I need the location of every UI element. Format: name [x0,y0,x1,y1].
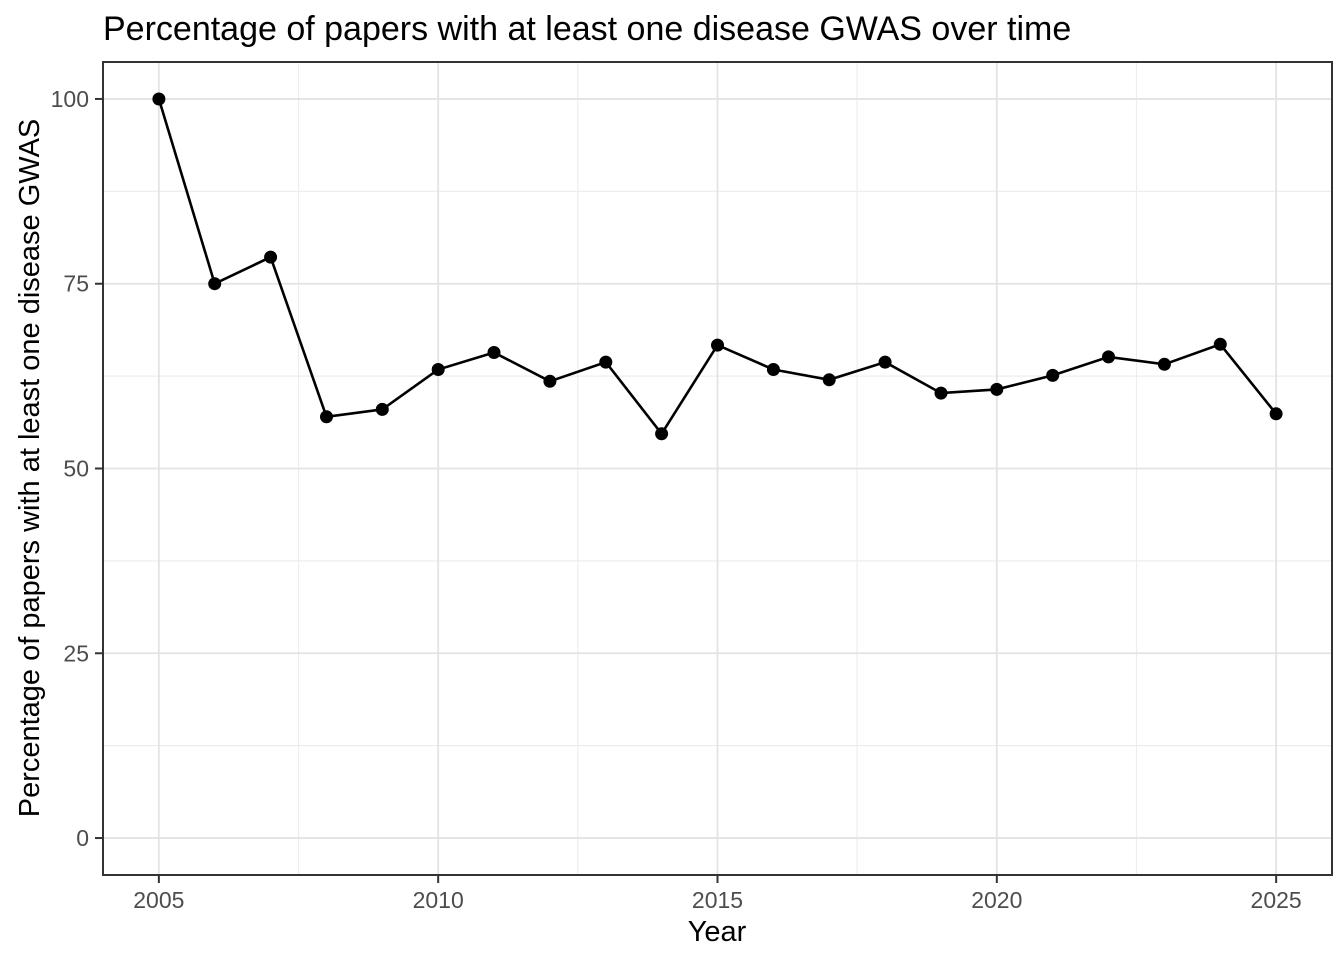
data-point-2008 [320,410,333,424]
data-point-2011 [487,346,501,359]
data-point-2010 [431,363,445,376]
data-point-2020 [990,382,1004,396]
y-tick-label: 75 [63,271,89,297]
data-point-2021 [1046,368,1060,382]
data-point-2016 [766,363,780,376]
data-point-2025 [1269,407,1283,421]
data-point-2006 [208,277,222,291]
x-tick-label: 2005 [133,887,184,913]
data-point-2017 [822,373,836,387]
data-point-2014 [655,427,669,441]
axis-ticks [95,97,1278,883]
data-point-2024 [1213,337,1227,351]
data-point-2023 [1157,357,1171,371]
y-axis-title: Percentage of papers with at least one d… [14,119,46,818]
gridlines-major [103,62,1332,875]
x-tick-label: 2020 [971,887,1022,913]
data-point-2009 [375,402,389,416]
data-point-2019 [934,386,948,400]
data-point-2022 [1102,350,1115,364]
y-tick-label: 50 [63,456,89,482]
data-point-2005 [152,92,166,106]
x-tick-labels: 2005 2010 2015 2020 2025 [133,887,1301,913]
data-point-2007 [264,250,278,264]
series-points [152,92,1283,441]
y-tick-label: 25 [63,640,89,666]
x-tick-label: 2010 [413,887,464,913]
y-tick-label: 100 [51,86,89,112]
y-tick-label: 0 [76,825,89,851]
chart-title: Percentage of papers with at least one d… [103,10,1071,48]
x-tick-label: 2015 [692,887,743,913]
x-tick-label: 2025 [1251,887,1302,913]
data-point-2012 [543,374,557,388]
data-point-2015 [711,338,724,352]
data-point-2018 [878,355,892,369]
data-point-2013 [599,355,613,369]
x-axis-title: Year [688,916,747,948]
y-tick-labels: 0 25 50 75 100 [51,86,89,851]
